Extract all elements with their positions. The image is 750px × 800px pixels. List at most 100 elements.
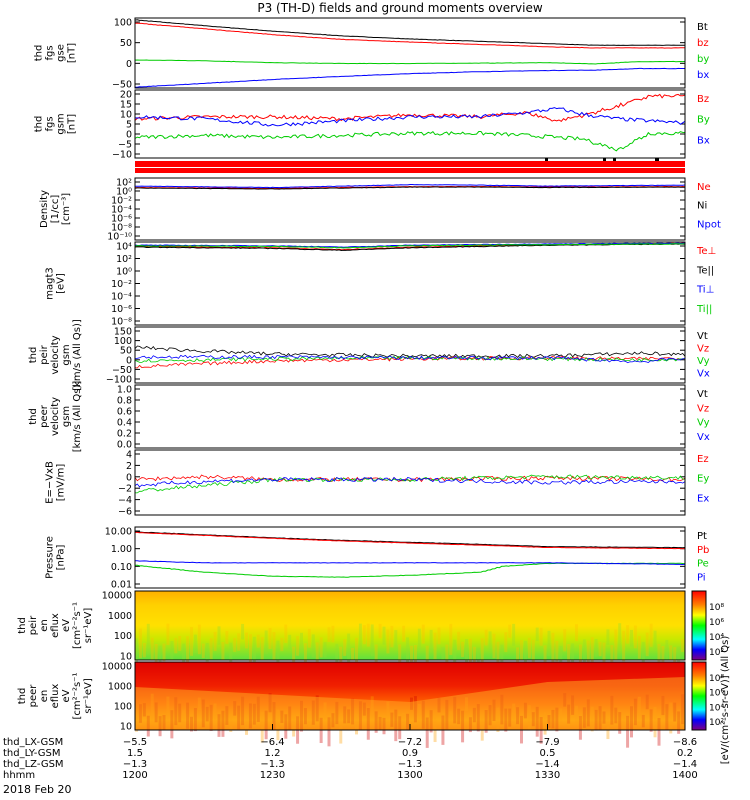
y-tick-label: 0.01 xyxy=(111,580,132,591)
legend-entry: Vz xyxy=(697,403,709,414)
series-line-ti|| xyxy=(134,243,686,249)
panel-p6: thdpeervelocitygsm[km/s (All Qs)] 1.00.80… xyxy=(28,381,710,453)
x-tick-label: 0.2 xyxy=(677,748,693,759)
colorbar-tick-label: 10⁸ xyxy=(709,603,724,613)
plot-frame xyxy=(134,17,686,89)
colorbar-tick-label: 10² xyxy=(709,648,724,658)
colorbar-tick-label: 10⁴ xyxy=(709,703,724,713)
y-tick-label: 10² xyxy=(116,254,132,265)
quality-mark xyxy=(603,158,606,161)
legend-entry: Bz xyxy=(697,94,709,105)
x-tick-label: −1.3 xyxy=(398,759,422,770)
legend-entry: Vx xyxy=(697,369,710,380)
y-tick-label: 10000 xyxy=(102,591,132,602)
y-tick-label: 15 xyxy=(120,100,132,111)
y-axis-label: E=−VxB[mV/m] xyxy=(45,461,67,504)
x-tick-label: 0.5 xyxy=(540,748,556,759)
figure-title: P3 (TH-D) fields and ground moments over… xyxy=(257,1,542,15)
series-line-bt xyxy=(134,19,686,46)
panel-p7: E=−VxB[mV/m] 420−2−4−6 Ez Ey Ex xyxy=(45,449,709,518)
y-axis-label: thdpeirenefluxeV[cm²⁻²s⁻¹sr⁻¹eV] xyxy=(17,602,94,649)
series-line-vt xyxy=(134,345,686,359)
series-line-pt xyxy=(134,531,686,549)
y-tick-label: 0 xyxy=(126,472,132,483)
x-axis-labels: thd_LX-GSMthd_LY-GSMthd_LZ-GSMhhmm−5.51.… xyxy=(3,724,698,781)
x-tick-label: 1330 xyxy=(535,770,560,781)
y-tick-label: 10⁻⁶ xyxy=(111,304,132,315)
quality-mark xyxy=(545,158,548,161)
colorbar xyxy=(691,590,707,661)
y-tick-label: 10⁻⁴ xyxy=(111,292,132,303)
legend-entry: Vy xyxy=(697,356,710,367)
plot-frame xyxy=(134,449,686,516)
y-tick-label: 1.0 xyxy=(117,385,132,396)
x-tick-label: −7.9 xyxy=(535,737,559,748)
panel-s2: thdpeerenefluxeV[cm²⁻²s⁻¹sr⁻¹eV] 10000 100… xyxy=(17,661,724,748)
series-line-ex xyxy=(134,476,686,488)
legend-entry: Vx xyxy=(697,432,710,443)
y-tick-label: 10⁻² xyxy=(111,196,132,207)
panel-p3: Density[1/cc][cm⁻³]10²10⁰10⁻²10⁻⁴10⁻⁶10⁻… xyxy=(39,177,721,243)
y-axis-label: thdpeerenefluxeV[cm²⁻²s⁻¹sr⁻¹eV] xyxy=(17,673,94,720)
y-tick-label: 10 xyxy=(120,652,132,663)
y-tick-label: −10 xyxy=(112,150,132,161)
y-axis-label: magt3[eV] xyxy=(45,267,67,300)
x-axis-row-label: thd_LX-GSM xyxy=(3,737,63,748)
y-tick-label: 0.0 xyxy=(117,440,132,451)
y-tick-label: 10⁻⁴ xyxy=(111,205,132,216)
y-tick-label: −5 xyxy=(118,140,132,151)
y-tick-label: 0 xyxy=(126,355,132,366)
series-line-bx xyxy=(134,107,686,127)
legend-entry: Ti⊥ xyxy=(696,285,714,296)
plot-frame xyxy=(134,590,686,661)
legend-entry: Npot xyxy=(697,219,721,230)
series-line-vx xyxy=(134,354,686,364)
legend-entry: bz xyxy=(697,38,709,49)
y-tick-label: 1000 xyxy=(108,611,132,622)
legend-entry: Bt xyxy=(697,22,708,33)
y-tick-label: 1000 xyxy=(108,682,132,693)
series-line-bx xyxy=(134,67,685,88)
y-tick-label: 0.6 xyxy=(117,407,132,418)
y-tick-label: 0 xyxy=(126,130,132,141)
x-tick-label: 1300 xyxy=(397,770,422,781)
y-tick-label: 2 xyxy=(126,461,132,472)
y-axis-label: thdfgsgse[nT] xyxy=(34,43,78,63)
y-tick-label: 5 xyxy=(126,120,132,131)
y-tick-label: −50 xyxy=(112,80,132,91)
x-tick-label: 1.2 xyxy=(265,748,281,759)
panels: thdfgsgse[nT]100500−50Btbzbybxthdfgsgsm[… xyxy=(17,17,731,764)
x-tick-label: 0.9 xyxy=(402,748,418,759)
legend-entry: bx xyxy=(697,70,709,81)
y-tick-label: 10² xyxy=(116,178,132,189)
y-tick-label: 100 xyxy=(114,702,132,713)
y-tick-label: 150 xyxy=(114,327,132,338)
series-line-pb xyxy=(135,531,686,550)
legend-entry: Pb xyxy=(697,545,709,556)
quality-flag-bar xyxy=(135,158,685,173)
series-line-by xyxy=(134,131,686,152)
y-tick-label: 10 xyxy=(120,110,132,121)
series-line-pi xyxy=(134,560,686,566)
y-axis-label: thdfgsgsm[nT] xyxy=(34,113,78,134)
y-tick-label: −100 xyxy=(106,375,132,386)
legend-entry: Vt xyxy=(697,331,708,342)
legend-entry: Ez xyxy=(697,454,709,465)
x-axis-row-label: thd_LZ-GSM xyxy=(3,759,64,770)
y-axis-label: thdpeervelocitygsm[km/s (All Qs)] xyxy=(28,381,83,453)
plot-frame xyxy=(134,241,686,326)
series-line-by xyxy=(134,59,686,65)
colorbar-tick-label: 10⁶ xyxy=(709,689,724,699)
y-tick-label: 0.2 xyxy=(117,429,132,440)
y-tick-label: −4 xyxy=(118,495,132,506)
y-tick-label: 10000 xyxy=(102,662,132,673)
colorbar xyxy=(691,661,707,731)
y-tick-label: 10 xyxy=(120,722,132,733)
y-tick-label: 100 xyxy=(114,18,132,29)
panel-p1: thdfgsgse[nT] 100 50 0 −50 Bt bz by bx xyxy=(34,17,709,91)
x-tick-label: 1200 xyxy=(122,770,147,781)
series-line-vy xyxy=(134,355,686,363)
colorbar-tick-label: 10⁴ xyxy=(709,633,724,643)
